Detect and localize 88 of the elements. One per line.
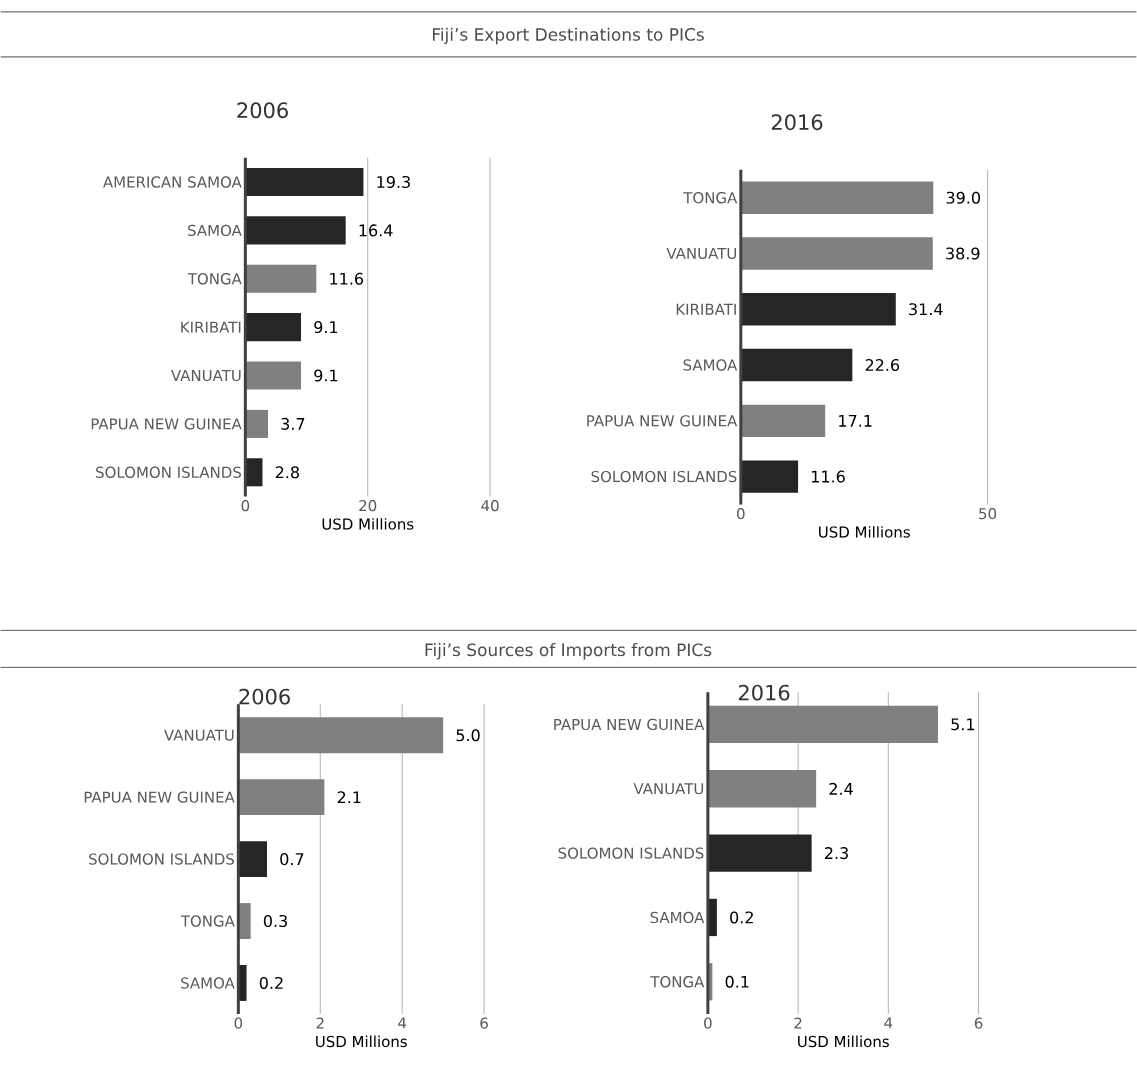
y-tick-label: SAMOA: [650, 911, 705, 924]
data-label: 39.0: [946, 191, 980, 204]
text: Fiji’s Export Destinations to PICs: [432, 27, 704, 45]
y-tick-label: TONGA: [187, 273, 242, 285]
data-label: 5.0: [456, 729, 480, 742]
bar: [245, 168, 364, 197]
bar: [245, 216, 346, 245]
data-label: 2.8: [275, 466, 299, 479]
bar: [238, 779, 325, 816]
x-tick-label: 0: [704, 1017, 712, 1029]
bar: [707, 705, 938, 744]
data-label: 0.3: [263, 915, 287, 928]
data-label: 9.1: [314, 369, 338, 382]
y-tick-label: KIRIBATI: [181, 321, 241, 333]
y-tick-label: SOLOMON ISLANDS: [591, 470, 737, 483]
data-label: 0.7: [280, 853, 304, 866]
x-axis-title: USD Millions: [798, 1035, 889, 1048]
x-axis-title: USD Millions: [322, 518, 414, 530]
text: Fiji’s Sources of Imports from PICs: [425, 643, 712, 660]
data-label: 3.7: [281, 417, 305, 431]
bar: [245, 264, 317, 293]
y-tick-label: KIRIBATI: [676, 303, 736, 315]
data-label: 2.4: [829, 782, 853, 795]
bar: [238, 717, 444, 754]
y-tick-label: VANUATU: [666, 247, 737, 260]
data-label: 38.9: [946, 247, 980, 260]
data-label: 11.6: [812, 470, 845, 483]
y-tick-label: SAMOA: [683, 359, 738, 371]
chart-subtitle: 2006: [237, 102, 288, 119]
bar: [238, 903, 251, 940]
y-tick-label: SOLOMON ISLANDS: [558, 847, 704, 859]
data-label: 2.3: [824, 847, 848, 860]
data-label: 5.1: [951, 718, 975, 731]
bar: [238, 841, 268, 878]
data-label: 31.4: [909, 303, 943, 316]
bar: [740, 181, 934, 214]
y-tick-label: PAPUA NEW GUINEA: [587, 415, 738, 427]
y-tick-label: TONGA: [650, 976, 705, 988]
data-label: 0.2: [259, 976, 283, 990]
bar: [740, 293, 896, 326]
data-label: 19.3: [377, 176, 410, 189]
y-tick-label: VANUATU: [171, 370, 241, 382]
bar: [740, 237, 933, 270]
y-tick-label: SOLOMON ISLANDS: [89, 853, 234, 865]
bar: [707, 834, 812, 872]
x-tick-label: 2: [794, 1017, 802, 1029]
y-tick-label: SAMOA: [188, 224, 242, 237]
bar: [740, 460, 799, 493]
chart-subtitle: 2006: [239, 688, 290, 705]
data-label: 0.1: [725, 975, 749, 988]
x-tick-label: 20: [359, 500, 377, 512]
x-tick-label: 2: [316, 1017, 324, 1029]
chart-subtitle: 2016: [738, 684, 790, 701]
y-tick-label: AMERICAN SAMOA: [103, 176, 242, 188]
x-tick-label: 0: [234, 1017, 243, 1029]
y-tick-label: PAPUA NEW GUINEA: [91, 418, 242, 430]
chart-subtitle: 2016: [771, 114, 823, 131]
x-tick-label: 50: [979, 508, 997, 520]
bar: [245, 361, 302, 390]
y-tick-label: PAPUA NEW GUINEA: [554, 718, 705, 731]
x-tick-label: 6: [480, 1017, 488, 1029]
data-label: 17.1: [839, 415, 872, 427]
x-tick-label: 0: [241, 500, 250, 512]
y-tick-label: TONGA: [180, 915, 235, 927]
y-tick-label: SOLOMON ISLANDS: [96, 466, 241, 479]
bar: [245, 409, 268, 438]
y-tick-label: VANUATU: [633, 783, 704, 795]
bar: [707, 770, 817, 808]
data-label: 2.1: [337, 791, 361, 804]
y-tick-label: PAPUA NEW GUINEA: [84, 791, 235, 803]
x-tick-label: 4: [884, 1017, 893, 1029]
y-tick-label: TONGA: [683, 192, 738, 204]
x-tick-label: 4: [398, 1017, 407, 1029]
bar: [740, 348, 853, 382]
bar: [740, 404, 826, 438]
x-tick-label: 0: [737, 508, 745, 520]
data-label: 9.1: [314, 321, 338, 334]
data-label: 0.2: [730, 911, 753, 924]
data-label: 11.6: [330, 272, 364, 285]
data-label: 22.6: [865, 359, 900, 372]
x-axis-title: USD Millions: [316, 1035, 407, 1048]
y-tick-label: VANUATU: [164, 729, 234, 741]
y-tick-label: SAMOA: [181, 977, 235, 989]
x-tick-label: 6: [974, 1017, 983, 1029]
x-tick-label: 40: [481, 500, 499, 512]
x-axis-title: USD Millions: [819, 526, 910, 538]
bar: [245, 313, 302, 342]
data-label: 16.4: [359, 224, 393, 237]
